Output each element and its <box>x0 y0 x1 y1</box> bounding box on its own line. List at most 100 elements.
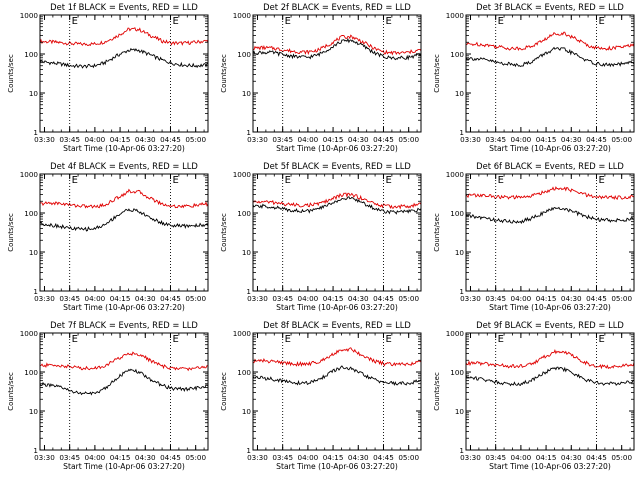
panel-title: Det 4f BLACK = Events, RED = LLD <box>50 161 198 171</box>
y-tick-label: 10 <box>242 89 252 98</box>
y-tick-label: 100 <box>237 368 251 377</box>
x-axis-label: Start Time (10-Apr-06 03:27:20) <box>489 144 611 153</box>
event-marker-label: E <box>285 16 291 27</box>
event-marker-label: E <box>498 334 504 345</box>
x-tick-label: 03:45 <box>485 294 506 303</box>
y-tick-label: 100 <box>24 50 38 59</box>
x-axis-label: Start Time (10-Apr-06 03:27:20) <box>276 303 398 312</box>
event-marker-label: E <box>285 175 291 186</box>
x-tick-label: 05:00 <box>185 294 206 303</box>
y-tick-label: 1 <box>246 128 251 137</box>
event-marker-label: E <box>172 175 178 186</box>
detector-panel-6: Det 6f BLACK = Events, RED = LLD E E 1 10 100… <box>433 161 635 312</box>
x-tick-label: 05:00 <box>398 453 419 462</box>
series-line-lld <box>39 27 209 46</box>
y-tick-label: 100 <box>24 209 38 218</box>
series-line-events <box>465 366 635 387</box>
x-tick-label: 03:45 <box>59 294 80 303</box>
detector-panel-3: Det 3f BLACK = Events, RED = LLD E E 1 10 100… <box>433 2 635 153</box>
panel-title: Det 2f BLACK = Events, RED = LLD <box>263 2 411 12</box>
y-tick-label: 1 <box>459 287 464 296</box>
series-line-events <box>39 47 209 69</box>
x-tick-label: 04:00 <box>511 453 532 462</box>
x-tick-label: 04:15 <box>110 453 131 462</box>
series-line-events <box>252 37 422 61</box>
y-tick-label: 1 <box>459 128 464 137</box>
plot-frame <box>252 14 422 133</box>
event-marker-label: E <box>598 175 604 186</box>
x-tick-label: 04:30 <box>561 294 582 303</box>
x-tick-label: 03:45 <box>272 294 293 303</box>
panel-title: Det 1f BLACK = Events, RED = LLD <box>50 2 198 12</box>
panel-title: Det 9f BLACK = Events, RED = LLD <box>476 320 624 330</box>
y-tick-label: 100 <box>24 368 38 377</box>
y-tick-label: 1 <box>246 446 251 455</box>
x-tick-label: 03:45 <box>59 135 80 144</box>
plot-frame <box>252 173 422 292</box>
x-tick-label: 03:30 <box>34 453 55 462</box>
y-tick-label: 10 <box>29 248 39 257</box>
x-axis-label: Start Time (10-Apr-06 03:27:20) <box>489 303 611 312</box>
x-tick-label: 04:30 <box>348 135 369 144</box>
x-tick-label: 05:00 <box>611 453 632 462</box>
x-tick-label: 04:45 <box>586 135 607 144</box>
x-tick-label: 04:45 <box>373 135 394 144</box>
y-tick-label: 100 <box>450 50 464 59</box>
event-marker-label: E <box>385 175 391 186</box>
x-axis-label: Start Time (10-Apr-06 03:27:20) <box>276 462 398 471</box>
x-tick-label: 03:30 <box>34 135 55 144</box>
y-tick-label: 100 <box>450 368 464 377</box>
y-axis-label: Counts/sec <box>433 372 441 411</box>
event-marker-label: E <box>72 334 78 345</box>
panel-title: Det 5f BLACK = Events, RED = LLD <box>263 161 411 171</box>
detector-panel-9: Det 9f BLACK = Events, RED = LLD E E 1 10 100… <box>433 320 635 471</box>
x-tick-label: 05:00 <box>185 135 206 144</box>
x-tick-label: 04:15 <box>323 294 344 303</box>
x-tick-label: 04:00 <box>511 294 532 303</box>
event-marker-label: E <box>498 16 504 27</box>
series-line-events <box>252 365 422 387</box>
y-tick-label: 100 <box>237 209 251 218</box>
x-tick-label: 03:45 <box>272 453 293 462</box>
y-tick-label: 10 <box>29 407 39 416</box>
event-marker-label: E <box>598 334 604 345</box>
plot-frame <box>465 14 635 133</box>
y-tick-label: 1000 <box>446 170 465 179</box>
y-tick-label: 1000 <box>20 170 39 179</box>
y-axis-label: Counts/sec <box>220 54 228 93</box>
x-axis-label: Start Time (10-Apr-06 03:27:20) <box>63 303 185 312</box>
series-line-events <box>465 206 635 225</box>
x-tick-label: 04:00 <box>85 294 106 303</box>
event-marker-label: E <box>285 334 291 345</box>
event-marker-label: E <box>172 16 178 27</box>
y-tick-label: 1 <box>459 446 464 455</box>
y-tick-label: 10 <box>455 407 465 416</box>
x-tick-label: 04:00 <box>85 453 106 462</box>
series-line-lld <box>465 31 635 51</box>
x-tick-label: 05:00 <box>185 453 206 462</box>
x-tick-label: 05:00 <box>398 294 419 303</box>
plot-frame <box>465 332 635 451</box>
x-tick-label: 04:30 <box>135 294 156 303</box>
event-marker-label: E <box>385 16 391 27</box>
detector-panel-2: Det 2f BLACK = Events, RED = LLD E E 1 10 100… <box>220 2 422 153</box>
series-line-lld <box>39 351 209 372</box>
y-tick-label: 1 <box>246 287 251 296</box>
y-tick-label: 10 <box>242 248 252 257</box>
plot-frame <box>252 332 422 451</box>
x-tick-label: 04:15 <box>536 294 557 303</box>
y-axis-label: Counts/sec <box>220 372 228 411</box>
detector-panel-7: Det 7f BLACK = Events, RED = LLD E E 1 10 100… <box>7 320 209 471</box>
y-tick-label: 10 <box>455 248 465 257</box>
series-line-lld <box>465 186 635 201</box>
event-marker-label: E <box>598 16 604 27</box>
x-tick-label: 03:30 <box>460 294 481 303</box>
x-tick-label: 04:45 <box>373 453 394 462</box>
y-axis-label: Counts/sec <box>433 54 441 93</box>
y-tick-label: 1 <box>33 446 38 455</box>
y-tick-label: 10 <box>455 89 465 98</box>
x-tick-label: 04:00 <box>511 135 532 144</box>
event-marker-label: E <box>498 175 504 186</box>
x-tick-label: 03:30 <box>247 453 268 462</box>
